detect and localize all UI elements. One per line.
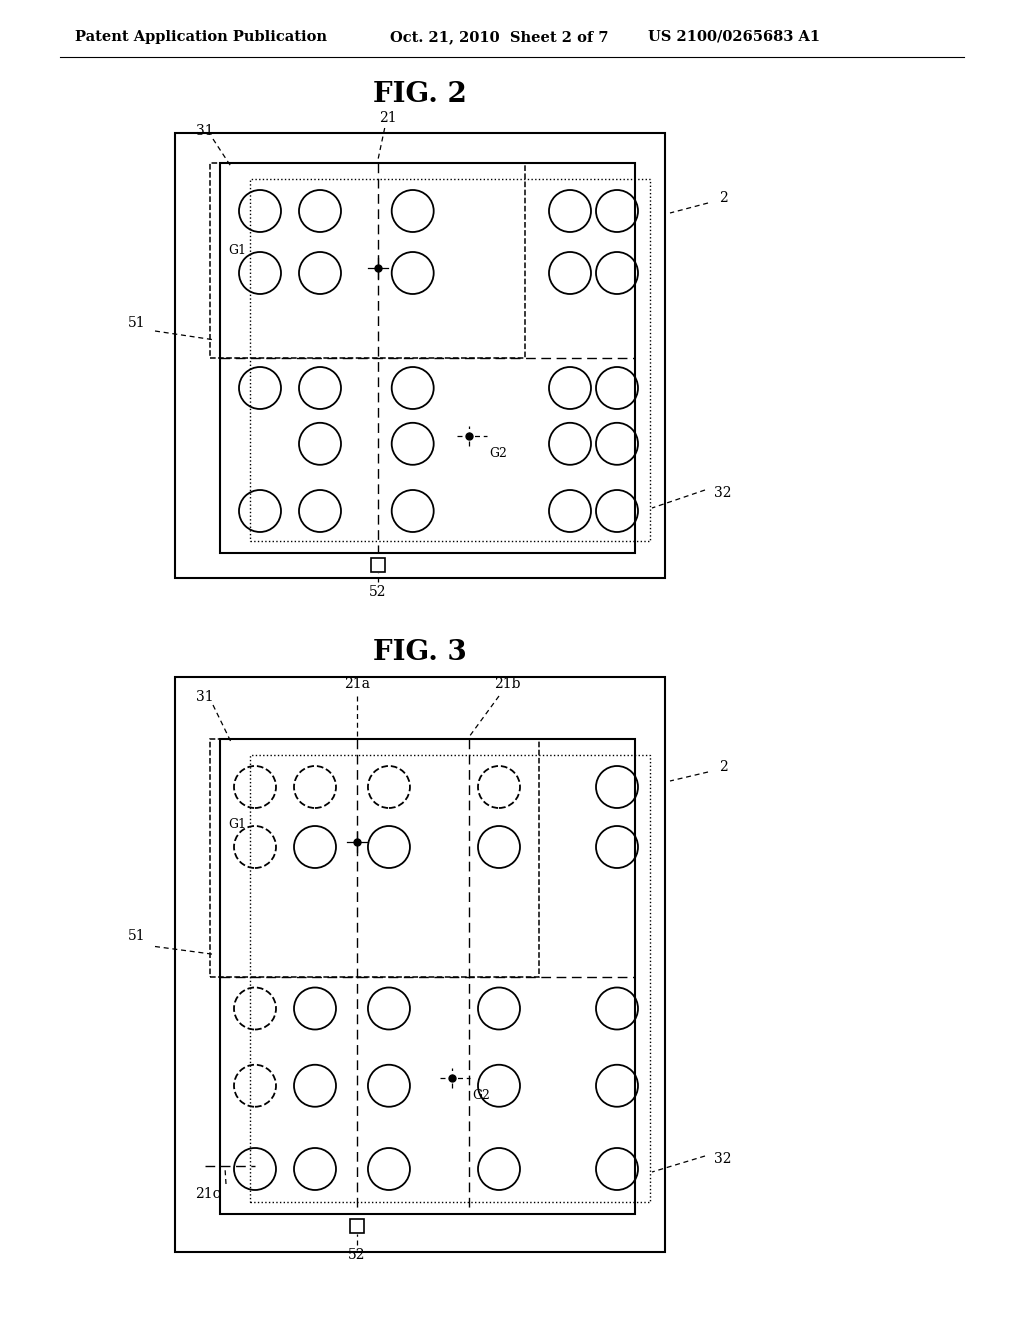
Bar [175,677,665,1251]
Text: 21b: 21b [494,677,520,690]
Text: Oct. 21, 2010  Sheet 2 of 7: Oct. 21, 2010 Sheet 2 of 7 [390,30,608,44]
Text: 2: 2 [719,191,727,205]
Bar [175,133,665,578]
Text: G2: G2 [472,1089,490,1102]
Text: 2: 2 [719,760,727,774]
Text: FIG. 3: FIG. 3 [373,639,467,665]
Text: FIG. 2: FIG. 2 [373,82,467,108]
Text: 31: 31 [197,124,214,139]
Text: 52: 52 [348,1247,366,1262]
Text: US 2100/0265683 A1: US 2100/0265683 A1 [648,30,820,44]
Bar [350,1218,364,1233]
Bar [210,739,539,977]
Text: 31: 31 [197,690,214,704]
Text: 21a: 21a [344,677,370,690]
Bar [220,162,635,553]
Text: Patent Application Publication: Patent Application Publication [75,30,327,44]
Text: 32: 32 [715,486,732,500]
Text: G1: G1 [228,243,246,256]
Bar [250,180,650,541]
Text: 21c: 21c [196,1187,221,1201]
Text: 51: 51 [128,929,145,944]
Text: G1: G1 [228,817,246,830]
Text: 32: 32 [715,1152,732,1166]
Bar [220,739,635,1214]
Bar [371,558,385,572]
Text: 21: 21 [379,111,396,125]
Text: G2: G2 [489,447,507,461]
Text: 52: 52 [369,585,386,599]
Bar [210,162,525,358]
Text: 51: 51 [128,315,145,330]
Bar [250,755,650,1203]
